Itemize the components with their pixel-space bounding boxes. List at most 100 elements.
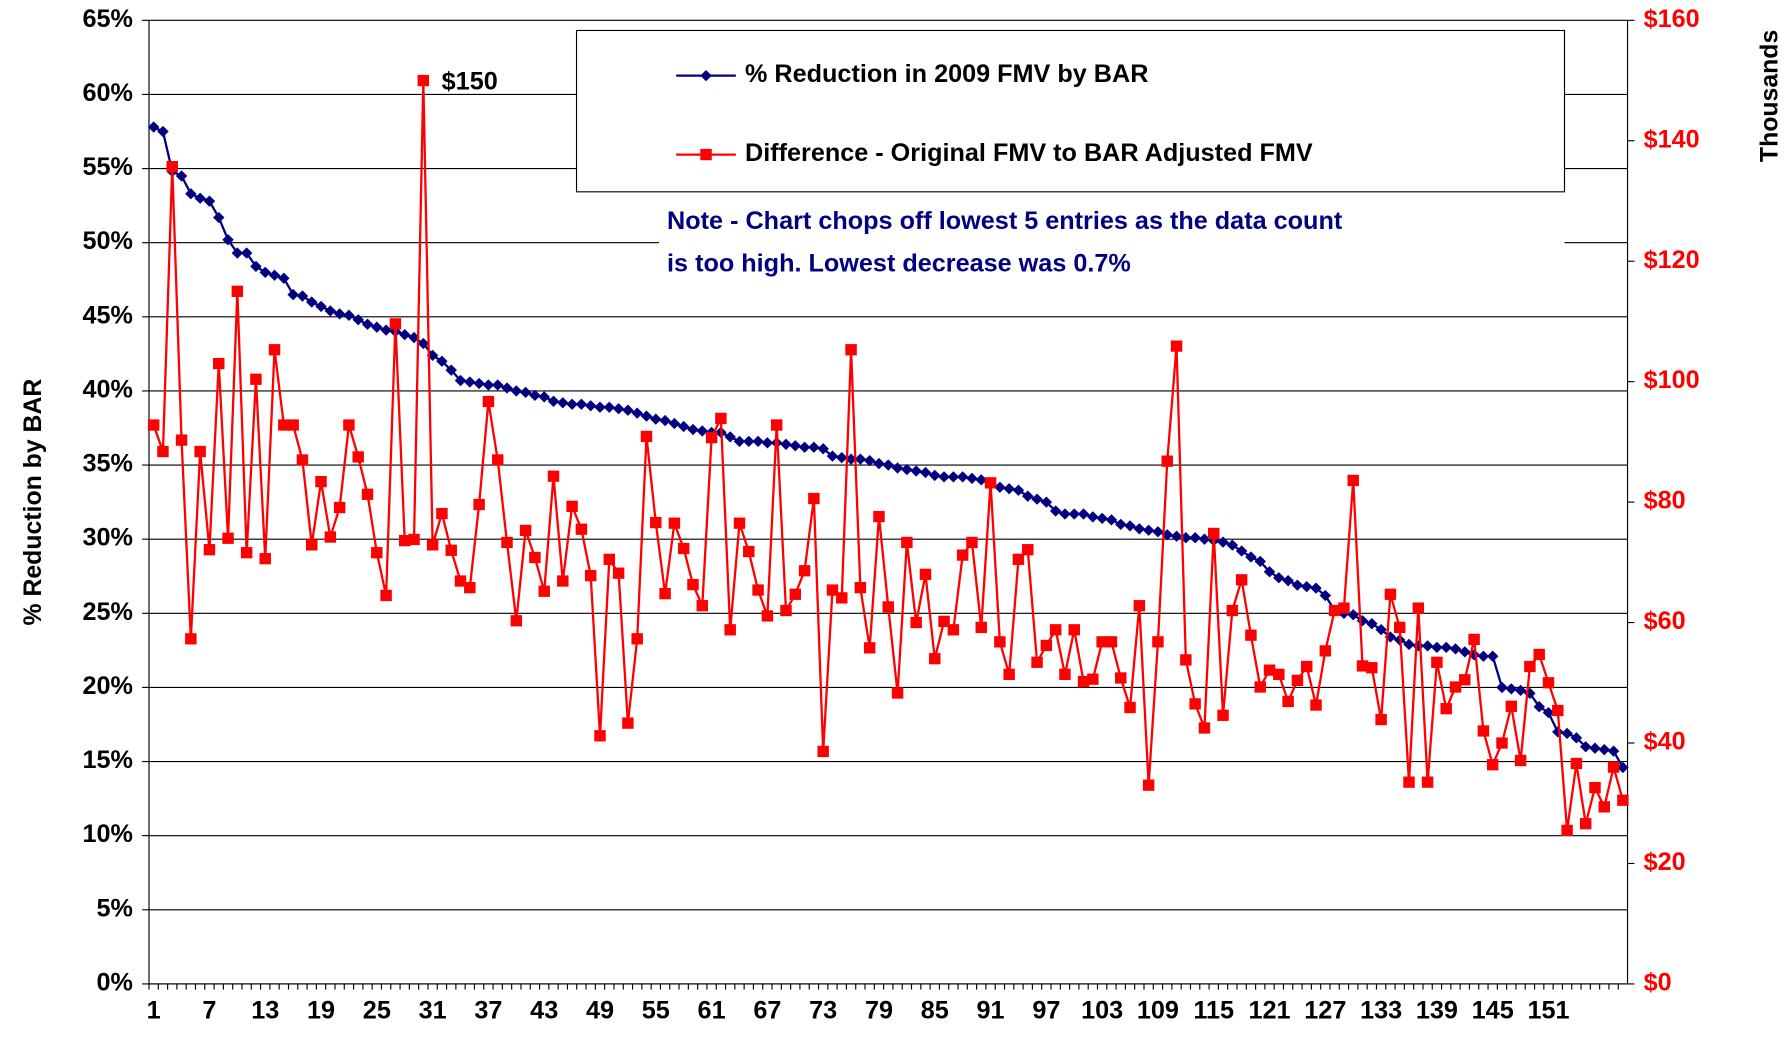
data-point: [343, 309, 355, 321]
data-point: [231, 247, 244, 259]
data-point: [603, 401, 616, 413]
data-point: [408, 331, 420, 344]
data-point: [1533, 701, 1545, 713]
data-point: [1124, 701, 1136, 714]
data-point: [1589, 781, 1601, 794]
data-point: [1068, 624, 1080, 636]
data-point: [1579, 818, 1592, 830]
x-tick-label: 19: [307, 997, 335, 1025]
data-point: [1514, 684, 1527, 697]
data-point: [1347, 474, 1359, 487]
data-point: [1059, 508, 1071, 520]
data-point: [538, 391, 550, 403]
data-point: [575, 398, 588, 410]
data-point: [1087, 673, 1099, 685]
data-point: [464, 581, 476, 594]
data-point: [696, 600, 709, 612]
data-point: [491, 379, 504, 391]
data-point: [1300, 660, 1313, 673]
data-point: [222, 532, 234, 544]
data-point: [333, 308, 346, 320]
data-point: [1022, 490, 1034, 502]
data-point: [863, 642, 876, 654]
data-point: [845, 344, 857, 356]
data-point: [1282, 575, 1294, 587]
data-point: [1217, 536, 1229, 548]
x-tick-label: 49: [586, 997, 614, 1025]
x-tick-label: 133: [1360, 997, 1402, 1025]
series-line: [152, 80, 1624, 831]
y-tick-label: 40%: [82, 376, 132, 404]
data-point: [1338, 602, 1350, 614]
data-point: [1170, 340, 1183, 352]
data-point: [1263, 566, 1276, 578]
data-point: [1421, 776, 1434, 788]
data-point: [584, 400, 597, 412]
data-point: [361, 318, 374, 330]
data-point: [1310, 582, 1322, 594]
data-point: [194, 192, 206, 204]
data-point: [1375, 623, 1387, 636]
data-point: [1375, 713, 1387, 726]
y2-tick-label: $40: [1644, 728, 1686, 756]
data-point: [1366, 662, 1378, 674]
data-point: [687, 423, 699, 436]
data-point: [705, 432, 718, 444]
data-point: [929, 653, 941, 665]
data-point: [659, 588, 671, 600]
data-point: [1505, 683, 1518, 695]
data-point: [371, 321, 383, 333]
legend-marker: [700, 69, 712, 82]
data-point: [1486, 650, 1499, 662]
data-point: [808, 441, 820, 453]
data-point: [640, 410, 653, 422]
data-point: [473, 377, 485, 390]
legend-box: [575, 29, 1566, 193]
data-point: [315, 300, 327, 313]
data-point: [761, 437, 774, 449]
y2-tick-label: $120: [1644, 246, 1700, 274]
x-tick-label: 73: [809, 997, 837, 1025]
data-point: [157, 445, 169, 458]
data-point: [1319, 589, 1332, 602]
y-tick-label: 20%: [82, 672, 132, 700]
data-point: [1328, 604, 1341, 617]
data-point: [315, 475, 327, 488]
data-point: [1208, 527, 1220, 540]
data-point: [1217, 709, 1229, 721]
data-point: [1105, 636, 1118, 648]
data-point: [473, 498, 485, 511]
data-point: [1198, 533, 1211, 545]
data-point: [1431, 641, 1443, 654]
data-point: [1105, 514, 1118, 526]
data-point: [231, 285, 244, 297]
x-tick-label: 31: [419, 997, 447, 1025]
data-point: [454, 575, 467, 587]
data-point: [1226, 604, 1239, 617]
data-point: [240, 247, 253, 259]
data-point: [575, 523, 588, 535]
data-point: [389, 318, 402, 330]
data-point: [1077, 508, 1090, 520]
data-point: [1384, 588, 1397, 600]
y2-tick-label: $20: [1644, 848, 1686, 876]
data-point: [910, 465, 922, 477]
note: is too high. Lowest decrease was 0.7%: [667, 250, 1131, 278]
data-point: [956, 549, 969, 561]
data-point: [1189, 532, 1201, 544]
data-point: [203, 195, 216, 207]
y-tick-label: 15%: [82, 746, 132, 774]
data-point: [1003, 483, 1015, 495]
data-point: [361, 488, 374, 500]
data-point: [1403, 776, 1415, 788]
data-point: [603, 553, 616, 565]
data-point: [1161, 455, 1173, 467]
data-point: [1300, 580, 1313, 593]
data-point: [1189, 698, 1201, 710]
data-point: [445, 364, 457, 376]
x-tick-label: 91: [977, 997, 1005, 1025]
data-point: [529, 551, 541, 564]
data-point: [324, 531, 337, 543]
data-point: [510, 385, 523, 397]
